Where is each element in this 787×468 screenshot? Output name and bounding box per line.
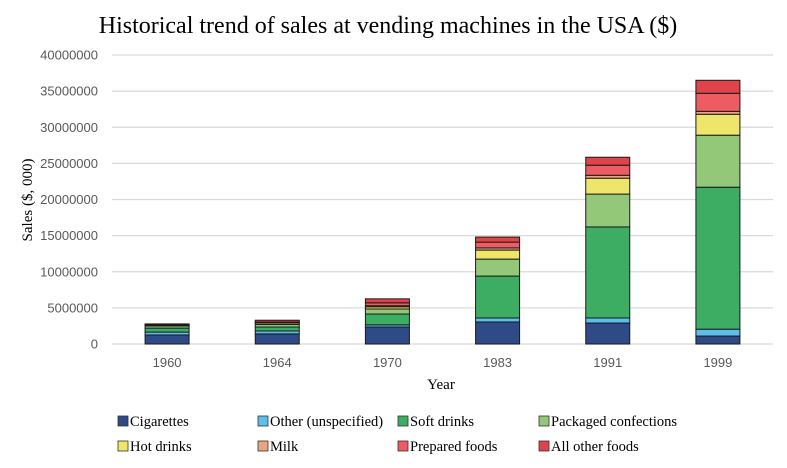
- y-tick-label: 10000000: [40, 264, 98, 279]
- bar-segment-cigarettes-1999: [695, 335, 741, 345]
- bar-stack-1964: [254, 319, 300, 345]
- y-axis-label: Sales ($, 000): [20, 159, 36, 242]
- bar-segment-hot-drinks-1991: [585, 177, 631, 195]
- bar-segment-packaged-confections-1970: [364, 308, 410, 315]
- bar-segment-all-other-foods-1960: [144, 323, 190, 325]
- legend-label: All other foods: [551, 439, 639, 455]
- bar-segment-packaged-confections-1999: [695, 134, 741, 188]
- y-tick-label: 0: [91, 337, 98, 352]
- bar-segment-hot-drinks-1999: [695, 113, 741, 136]
- legend-label: Cigarettes: [130, 414, 189, 430]
- bar-stack-1970: [364, 298, 410, 345]
- x-tick-label: 1999: [703, 355, 732, 370]
- bar-segment-cigarettes-1970: [364, 326, 410, 345]
- legend-label: Packaged confections: [551, 414, 677, 430]
- bar-segment-cigarettes-1960: [144, 334, 190, 345]
- y-tick-label: 40000000: [40, 48, 98, 63]
- y-axis-ticks: 0 5000000 10000000 15000000 20000000 25000000…: [40, 48, 98, 352]
- bar-segment-hot-drinks-1983: [475, 249, 521, 260]
- bar-segment-all-other-foods-1983: [475, 236, 521, 243]
- bar-segment-other-unspecified-1983: [475, 317, 521, 323]
- x-axis-label: Year: [427, 377, 455, 393]
- bar-stack-1960: [144, 323, 190, 345]
- y-tick-label: 20000000: [40, 192, 98, 207]
- y-tick-label: 30000000: [40, 120, 98, 135]
- x-axis-ticks: 1960 1964 1970 1983 1991 1999: [153, 355, 733, 370]
- y-tick-label: 5000000: [47, 300, 98, 315]
- bar-segment-packaged-confections-1991: [585, 193, 631, 228]
- legend-label: Other (unspecified): [270, 414, 383, 430]
- legend-label: Milk: [270, 439, 299, 455]
- legend-item: Cigarettes: [117, 414, 189, 430]
- legend-item: Packaged confections: [538, 414, 677, 430]
- bar-stack-1999: [695, 79, 741, 345]
- bar-segment-all-other-foods-1964: [254, 319, 300, 323]
- x-tick-label: 1960: [153, 355, 182, 370]
- bar-segment-prepared-foods-1991: [585, 164, 631, 176]
- bar-stack-1983: [475, 236, 521, 345]
- chart-title: Historical trend of sales at vending mac…: [99, 13, 678, 39]
- bar-segment-other-unspecified-1991: [585, 317, 631, 324]
- gridlines: [112, 54, 773, 345]
- bar-stack-1991: [585, 156, 631, 345]
- legend-swatch: [538, 440, 550, 452]
- bar-segment-prepared-foods-1999: [695, 92, 741, 112]
- bars: [144, 79, 741, 345]
- legend-swatch: [397, 440, 409, 452]
- y-tick-label: 25000000: [40, 156, 98, 171]
- legend-swatch: [397, 415, 409, 427]
- bar-segment-cigarettes-1991: [585, 322, 631, 345]
- x-tick-label: 1964: [263, 355, 292, 370]
- legend-label: Prepared foods: [410, 439, 498, 455]
- bar-segment-cigarettes-1964: [254, 333, 300, 345]
- legend-label: Hot drinks: [130, 439, 192, 455]
- bar-segment-soft-drinks-1991: [585, 226, 631, 319]
- bar-segment-soft-drinks-1964: [254, 326, 300, 332]
- bar-segment-all-other-foods-1991: [585, 156, 631, 166]
- bar-segment-soft-drinks-1983: [475, 275, 521, 319]
- x-tick-label: 1970: [373, 355, 402, 370]
- legend-item: Other (unspecified): [257, 414, 383, 430]
- legend-item: Milk: [257, 439, 299, 455]
- bar-segment-packaged-confections-1983: [475, 258, 521, 277]
- bar-segment-prepared-foods-1983: [475, 241, 521, 249]
- legend-swatch: [538, 415, 550, 427]
- legend-item: Soft drinks: [397, 414, 474, 430]
- legend-swatch: [117, 415, 129, 427]
- y-tick-label: 35000000: [40, 84, 98, 99]
- legend-label: Soft drinks: [410, 414, 474, 430]
- legend: Cigarettes Other (unspecified) Soft drinks…: [117, 414, 677, 455]
- x-tick-label: 1983: [483, 355, 512, 370]
- bar-segment-soft-drinks-1960: [144, 327, 190, 333]
- legend-item: Prepared foods: [397, 439, 498, 455]
- bar-segment-soft-drinks-1999: [695, 186, 741, 330]
- y-tick-label: 15000000: [40, 228, 98, 243]
- bar-segment-cigarettes-1983: [475, 321, 521, 345]
- legend-item: All other foods: [538, 439, 639, 455]
- bar-segment-all-other-foods-1970: [364, 298, 410, 304]
- bar-segment-other-unspecified-1999: [695, 328, 741, 337]
- legend-swatch: [257, 440, 269, 452]
- bar-segment-soft-drinks-1970: [364, 313, 410, 326]
- legend-item: Hot drinks: [117, 439, 192, 455]
- bar-segment-all-other-foods-1999: [695, 79, 741, 94]
- legend-swatch: [257, 415, 269, 427]
- x-tick-label: 1991: [593, 355, 622, 370]
- legend-swatch: [117, 440, 129, 452]
